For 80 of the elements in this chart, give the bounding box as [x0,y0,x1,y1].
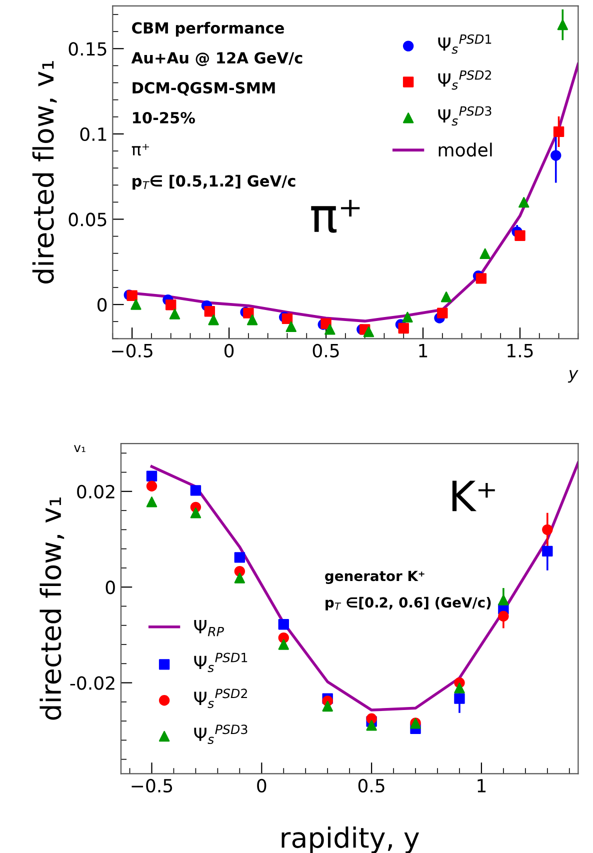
point [476,273,487,284]
point [190,485,202,496]
point [208,314,219,326]
point [480,248,490,260]
text: v₁ [74,445,86,452]
point [234,552,246,563]
legend-label: Ψ$_{s}$$^{PSD1}$ [194,652,248,672]
point [454,693,465,704]
point [126,290,138,302]
y-tick-label: 0.15 [68,42,106,56]
point [542,524,553,536]
x-tick-label: 1 [419,344,428,358]
x-tick-label: 0 [257,778,266,793]
legend-label: Ψ$_{s}$$^{PSD3}$ [194,724,248,744]
legend-label: model [438,142,492,157]
x-tick-label: −0.5 [112,344,152,358]
point [518,196,530,208]
point [363,326,374,338]
point [146,480,158,492]
annotation: CBM performance [132,22,284,37]
point [498,594,509,606]
point [246,314,258,326]
y-tick-label: 0 [106,580,115,594]
y-tick-label: 0.1 [80,127,106,142]
point [553,126,564,138]
y-tick-label: 0.05 [68,212,106,226]
y-tick-label: 0 [98,298,107,312]
point [243,308,254,318]
point [278,619,289,630]
point [550,150,562,161]
point [437,308,448,318]
point [282,313,293,324]
x-tick-label: −0.5 [132,778,172,793]
x-axis-title: rapidity, y [282,826,420,853]
point [402,312,413,322]
y-tick-label: -0.02 [70,676,114,690]
point [204,306,216,317]
x-tick-label: 0.5 [312,344,339,358]
point [234,572,246,584]
point [146,470,158,482]
point [542,546,553,557]
point [169,308,180,320]
point [166,300,176,310]
annotation: DCM-QGSM-SMM [132,82,275,96]
legend-label: Ψ$_{s}$$^{PSD2}$ [438,70,491,90]
point [190,508,202,518]
x-tick-label: 0.5 [358,778,384,793]
annotation: Au+Au @ 12A GeV/c [131,52,302,66]
y-axis-title: directed flow, v₁ [40,497,64,720]
y-axis-title: directed flow, v₁ [32,61,57,284]
annotation: p$_{T}$ ∈[0.2, 0.6] (GeV/c) [326,596,491,610]
legend-label: Ψ$_{s}$$^{PSD3}$ [438,106,492,126]
point [146,496,158,508]
x-tick-label: 0 [224,344,234,358]
annotation: π⁺ [132,144,150,156]
point [286,321,296,332]
x-tick-label: 1.5 [508,344,533,358]
annotation: generator K⁺ [325,570,424,584]
legend-label: Ψ$_{s}$$^{PSD2}$ [194,688,247,708]
legend-label: Ψ$_{RP}$ [194,620,224,636]
point [366,720,377,731]
annotation: p$_{T}$∈ [0.5,1.2] GeV/c [132,174,296,190]
x-tick-label: 1 [478,779,486,792]
point [130,299,142,310]
annotation: 10-25% [133,112,195,124]
point [454,682,465,694]
line-series [150,461,578,712]
point [440,291,452,302]
y-tick-label: 0.02 [77,484,114,499]
point [398,322,409,334]
legend-label: Ψ$_{s}$$^{PSD1}$ [438,34,492,54]
point [557,19,568,30]
x-axis-title: y [568,370,578,383]
point [324,324,336,335]
point [498,610,509,622]
point [514,230,526,241]
annotation: π⁺ [311,200,360,233]
point [322,700,333,712]
annotation: K⁺ [452,480,495,512]
point [278,639,289,650]
